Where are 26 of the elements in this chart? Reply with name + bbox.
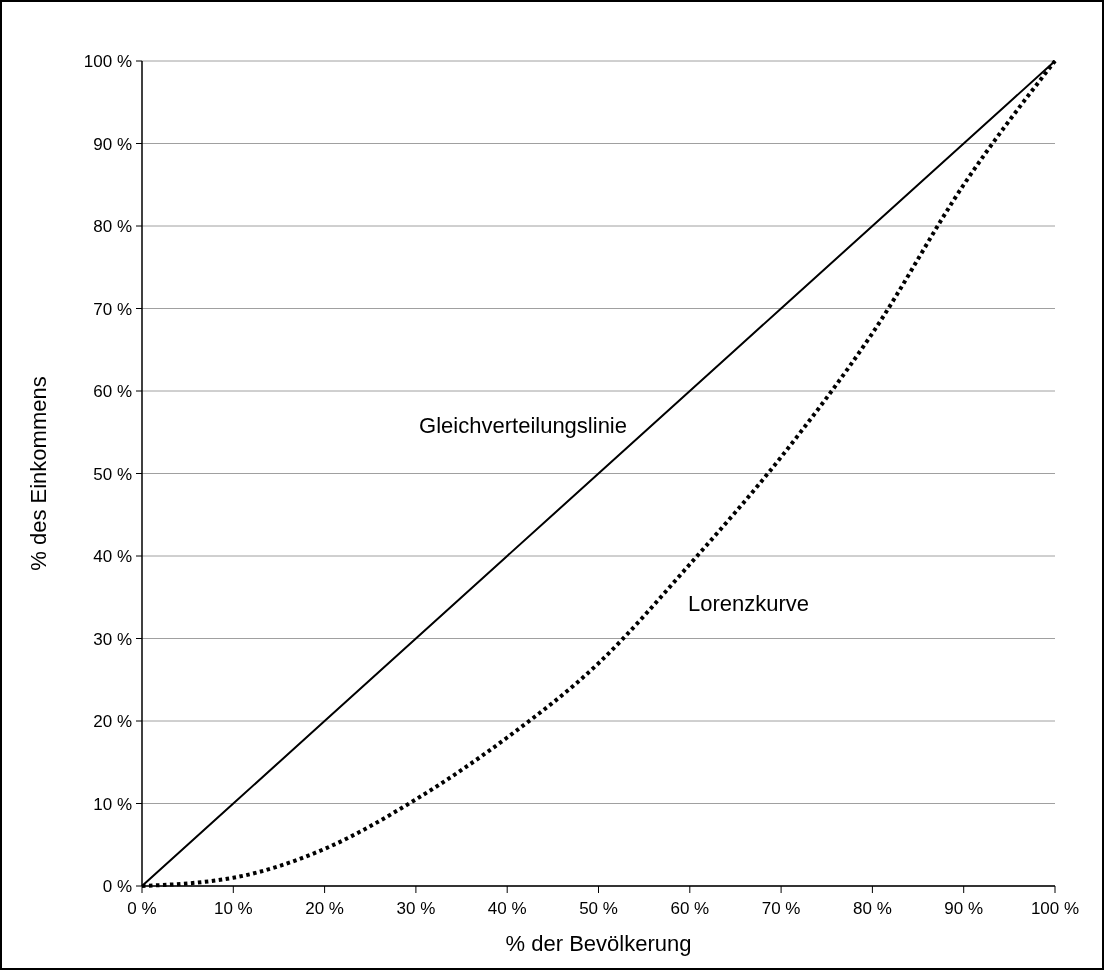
x-tick-label: 40 % bbox=[487, 899, 527, 918]
y-tick-label: 100 % bbox=[83, 52, 132, 71]
y-tick-label: 30 % bbox=[93, 629, 132, 649]
y-tick-label: 40 % bbox=[93, 547, 132, 566]
y-tick-label: 10 % bbox=[93, 794, 132, 814]
y-tick-label: 50 % bbox=[93, 464, 132, 484]
series-label: Gleichverteilungslinie bbox=[419, 413, 627, 438]
x-tick-label: 0 % bbox=[127, 899, 157, 918]
x-tick-label: 50 % bbox=[579, 899, 618, 918]
x-tick-label: 30 % bbox=[396, 899, 436, 918]
x-tick-label: 100 % bbox=[1030, 899, 1080, 918]
x-tick-label: 80 % bbox=[853, 899, 892, 918]
y-tick-label: 90 % bbox=[93, 134, 132, 154]
x-axis-title: % der Bevölkerung bbox=[505, 931, 692, 956]
y-axis-title: % des Einkommens bbox=[26, 376, 51, 571]
y-tick-label: 60 % bbox=[93, 382, 132, 401]
x-tick-label: 90 % bbox=[944, 899, 984, 918]
y-tick-label: 70 % bbox=[93, 299, 132, 319]
x-tick-label: 20 % bbox=[305, 899, 344, 918]
x-tick-label: 70 % bbox=[761, 899, 801, 918]
x-tick-label: 60 % bbox=[670, 899, 710, 918]
series-label: Lorenzkurve bbox=[688, 591, 810, 616]
y-tick-label: 80 % bbox=[93, 217, 132, 236]
x-tick-label: 10 % bbox=[213, 899, 253, 918]
y-tick-label: 20 % bbox=[93, 712, 132, 731]
y-tick-label: 0 % bbox=[102, 877, 132, 896]
